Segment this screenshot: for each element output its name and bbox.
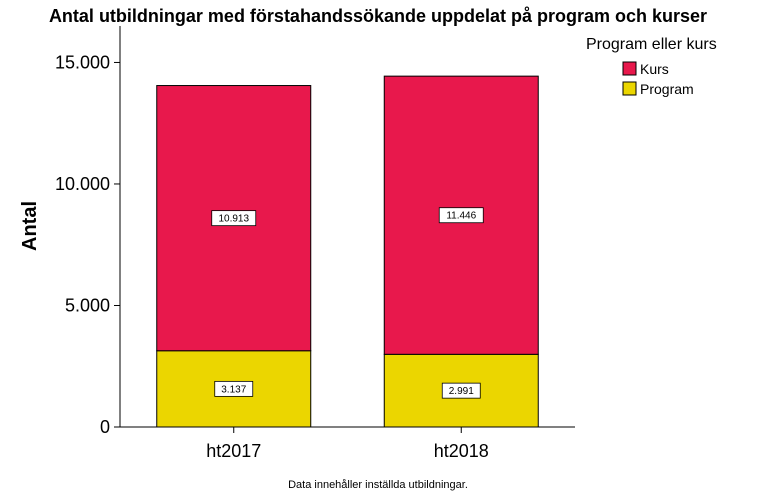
legend-swatch-kurs xyxy=(622,61,637,76)
y-tick-label: 15.000 xyxy=(55,52,110,72)
chart-title: Antal utbildningar med förstahandssökand… xyxy=(49,6,707,26)
data-label: 3.137 xyxy=(221,384,246,395)
legend-title: Program eller kurs xyxy=(586,36,717,53)
data-label-box xyxy=(211,210,257,227)
plot-area: 0 5.000 10.000 15.000 3.137 10.913 ht2017 2.991… xyxy=(55,52,539,461)
x-tick-label: ht2017 xyxy=(206,441,261,461)
x-tick-label: ht2018 xyxy=(434,441,489,461)
legend-swatch-program xyxy=(622,81,637,96)
y-tick-label: 5.000 xyxy=(65,295,110,315)
data-label-box xyxy=(438,207,484,224)
legend: Program eller kurs Kurs Program xyxy=(586,36,717,97)
y-tick-label: 0 xyxy=(100,417,110,437)
y-axis-label: Antal xyxy=(19,201,41,251)
data-label-box xyxy=(214,380,254,397)
data-label: 10.913 xyxy=(218,214,249,225)
footnote: Data innehåller inställda utbildningar. xyxy=(288,479,468,491)
data-label: 11.446 xyxy=(446,211,476,222)
data-label-box xyxy=(441,382,481,399)
y-tick-label: 10.000 xyxy=(55,174,110,194)
legend-label-program: Program xyxy=(640,81,694,97)
legend-label-kurs: Kurs xyxy=(640,61,669,77)
data-label: 2.991 xyxy=(449,386,474,397)
